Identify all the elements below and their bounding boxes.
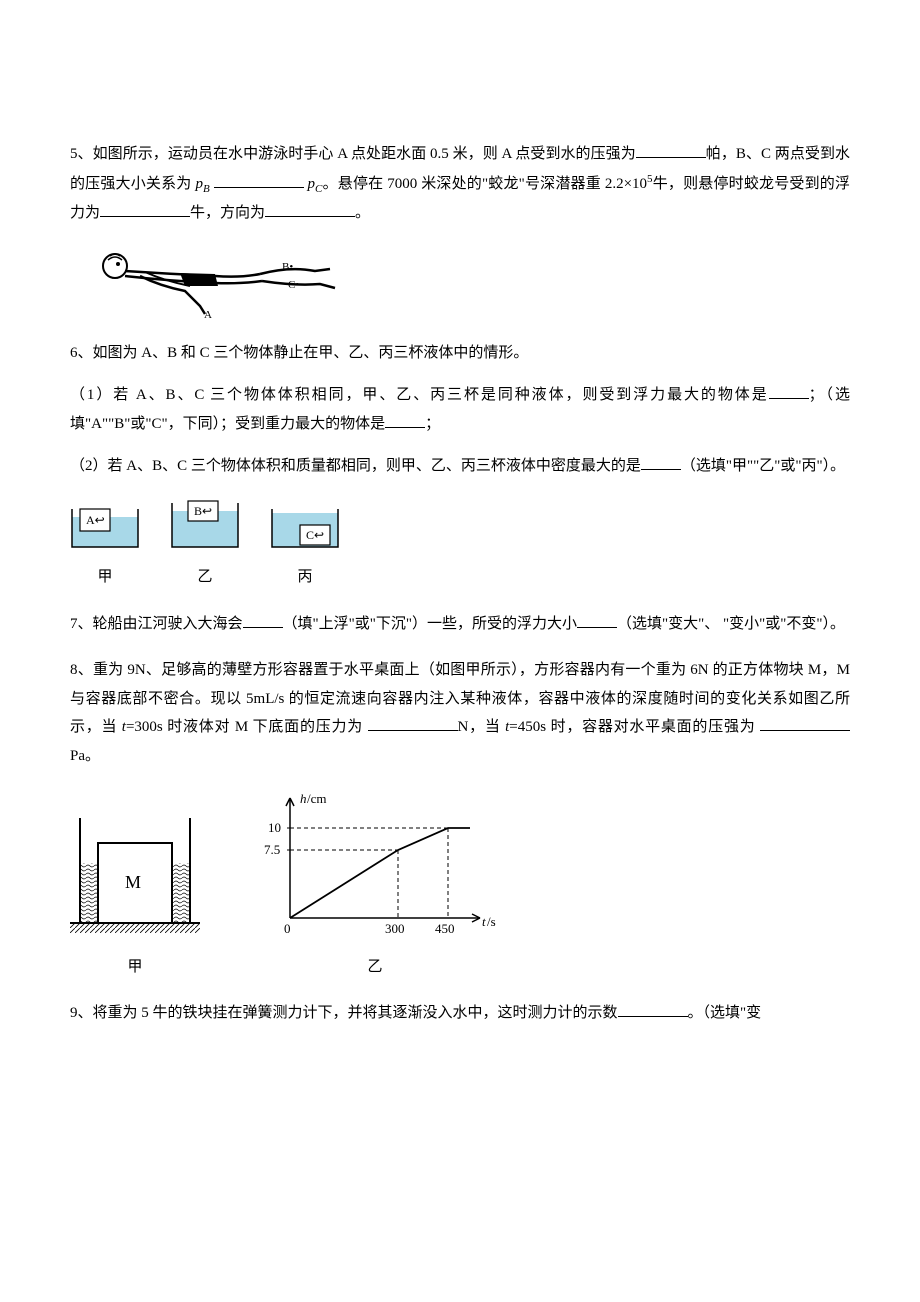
beaker-yi: B↩ 乙: [170, 499, 240, 592]
q5-part3: 。悬停在 7000 米深处的"蛟龙"号深潜器重: [322, 176, 601, 192]
q8-figures: M 甲 h /cm t /s 10 7.5 0 300: [70, 788, 850, 981]
question-6: 6、如图为 A、B 和 C 三个物体静止在甲、乙、丙三杯液体中的情形。 （1）若…: [70, 339, 850, 481]
q6-p2a: （2）若 A、B、C 三个物体体积和质量都相同，则甲、乙、丙三杯液体中密度最大的…: [70, 458, 641, 474]
svg-text:7.5: 7.5: [264, 842, 280, 857]
q7-c: （选填"变大"、 "变小"或"不变"）。: [617, 616, 845, 632]
blank-q5-3: [100, 202, 190, 217]
beaker-a-icon: A↩: [70, 499, 140, 549]
question-7: 7、轮船由江河驶入大海会 （填"上浮"或"下沉"）一些，所受的浮力大小 （选填"变大…: [70, 610, 850, 639]
q8-d: =450s 时，容器对水平桌面的压强为: [509, 719, 760, 735]
q8-text: 8、重为 9N、足够高的薄壁方形容器置于水平桌面上（如图甲所示），方形容器内有一…: [70, 656, 850, 770]
pb-var: p: [195, 176, 203, 192]
blank-q8-1: [368, 716, 458, 731]
q6-part2: （2）若 A、B、C 三个物体体积和质量都相同，则甲、乙、丙三杯液体中密度最大的…: [70, 452, 850, 481]
chart-icon: h /cm t /s 10 7.5 0 300 450: [250, 788, 500, 938]
q6-intro: 6、如图为 A、B 和 C 三个物体静止在甲、乙、丙三杯液体中的情形。: [70, 339, 850, 368]
q5-part5: 牛，方向为: [190, 205, 265, 221]
q5-figure: A B• C•: [70, 246, 850, 321]
container-icon: M: [70, 808, 200, 938]
label-bing: 丙: [270, 563, 340, 592]
blank-q9-1: [618, 1002, 688, 1017]
q8-fig-jia: M 甲: [70, 808, 200, 981]
q9-text: 9、将重为 5 牛的铁块挂在弹簧测力计下，并将其逐渐没入水中，这时测力计的示数 。…: [70, 999, 850, 1028]
question-5: 5、如图所示，运动员在水中游泳时手心 A 点处距水面 0.5 米，则 A 点受到…: [70, 140, 850, 228]
q6-figure: A↩ 甲 B↩ 乙 C↩ 丙: [70, 499, 850, 592]
beaker-c-icon: C↩: [270, 499, 340, 549]
svg-text:300: 300: [385, 921, 405, 936]
q7-b: （填"上浮"或"下沉"）一些，所受的浮力大小: [283, 616, 578, 632]
svg-text:t: t: [482, 914, 486, 929]
blank-q7-1: [243, 613, 283, 628]
question-9: 9、将重为 5 牛的铁块挂在弹簧测力计下，并将其逐渐没入水中，这时测力计的示数 。…: [70, 999, 850, 1028]
blank-q5-1: [636, 143, 706, 158]
blank-q8-2: [760, 716, 850, 731]
svg-text:A↩: A↩: [86, 513, 105, 527]
svg-text:h: h: [300, 791, 307, 806]
svg-text:B•: B•: [282, 261, 293, 273]
blank-q6-3: [641, 455, 681, 470]
beaker-b-icon: B↩: [170, 499, 240, 549]
svg-text:/s: /s: [487, 914, 496, 929]
q8-label-jia: 甲: [70, 953, 200, 982]
blank-q6-1: [769, 384, 809, 399]
q8-e: Pa。: [70, 748, 100, 764]
q9-b: 。（选填"变: [688, 1005, 762, 1021]
q5-text: 5、如图所示，运动员在水中游泳时手心 A 点处距水面 0.5 米，则 A 点受到…: [70, 140, 850, 228]
q8-c: N，当: [458, 719, 506, 735]
blank-q5-4: [265, 202, 355, 217]
svg-text:B↩: B↩: [194, 504, 212, 518]
q8-label-yi: 乙: [250, 953, 500, 982]
label-yi: 乙: [170, 563, 240, 592]
beaker-bing: C↩ 丙: [270, 499, 340, 592]
swimmer-icon: A B• C•: [70, 246, 350, 321]
q7-a: 7、轮船由江河驶入大海会: [70, 616, 243, 632]
q8-b: =300s 时液体对 M 下底面的压力为: [126, 719, 368, 735]
svg-text:C↩: C↩: [306, 528, 324, 542]
svg-text:10: 10: [268, 820, 281, 835]
m-label: M: [125, 872, 141, 892]
q8-fig-yi: h /cm t /s 10 7.5 0 300 450 乙: [250, 788, 500, 981]
q5-part1: 5、如图所示，运动员在水中游泳时手心 A 点处距水面 0.5 米，则 A 点受到…: [70, 146, 636, 162]
pb-sub: B: [203, 183, 210, 195]
svg-text:/cm: /cm: [307, 791, 327, 806]
svg-text:0: 0: [284, 921, 291, 936]
blank-q5-2: [214, 173, 304, 188]
pc-var: p: [308, 176, 316, 192]
label-jia: 甲: [70, 563, 140, 592]
q6-p1c: ；: [425, 416, 440, 432]
beaker-jia: A↩ 甲: [70, 499, 140, 592]
blank-q7-2: [577, 613, 617, 628]
q5-weight: 2.2×10: [605, 176, 647, 192]
q9-a: 9、将重为 5 牛的铁块挂在弹簧测力计下，并将其逐渐没入水中，这时测力计的示数: [70, 1005, 618, 1021]
q5-part6: 。: [355, 205, 370, 221]
blank-q6-2: [385, 413, 425, 428]
question-8: 8、重为 9N、足够高的薄壁方形容器置于水平桌面上（如图甲所示），方形容器内有一…: [70, 656, 850, 770]
svg-text:450: 450: [435, 921, 455, 936]
q6-part1: （1）若 A、B、C 三个物体体积相同，甲、乙、丙三杯是同种液体，则受到浮力最大…: [70, 381, 850, 438]
q6-p2b: （选填"甲""乙"或"丙"）。: [681, 458, 845, 474]
svg-text:C•: C•: [288, 279, 299, 291]
svg-text:A: A: [204, 309, 212, 321]
q6-p1a: （1）若 A、B、C 三个物体体积相同，甲、乙、丙三杯是同种液体，则受到浮力最大…: [70, 387, 769, 403]
q7-text: 7、轮船由江河驶入大海会 （填"上浮"或"下沉"）一些，所受的浮力大小 （选填"变大…: [70, 610, 850, 639]
